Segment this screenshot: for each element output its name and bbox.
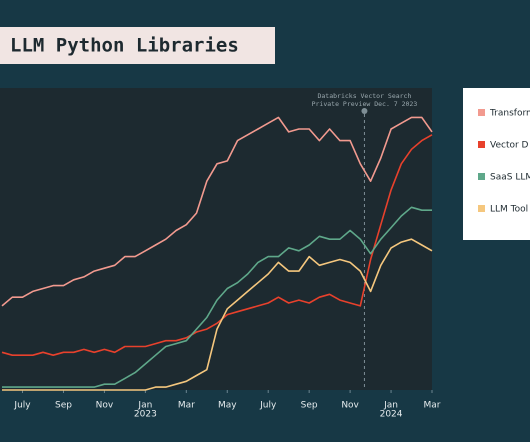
legend-swatch: [478, 173, 485, 180]
x-tick-label: July: [259, 401, 277, 411]
x-tick-label: May: [218, 401, 237, 411]
legend-swatch: [478, 109, 485, 116]
x-tick-label: July: [13, 401, 31, 411]
legend-swatch: [478, 141, 485, 148]
annotation-text: Databricks Vector Search: [317, 92, 411, 100]
x-year-label: 2023: [134, 410, 157, 420]
title-box: [0, 27, 275, 64]
legend: [463, 88, 530, 240]
series-line: [1, 134, 433, 356]
x-year-label: 2024: [380, 410, 403, 420]
x-tick-label: Nov: [96, 401, 114, 411]
legend-label: SaaS LLM: [490, 173, 530, 183]
series-line: [1, 116, 433, 307]
x-tick-label: Jan: [383, 401, 398, 411]
legend-label: LLM Tool: [490, 205, 528, 215]
series-line: [2, 238, 433, 391]
legend-swatch: [478, 205, 485, 212]
annotation-text: Private Preview Dec. 7 2023: [312, 100, 418, 108]
legend-label: Transform: [489, 109, 530, 119]
chart-title: LLM Python Libraries: [10, 35, 239, 57]
series-line: [2, 206, 432, 388]
x-tick-label: Jan: [137, 401, 152, 411]
x-tick-label: Sep: [55, 401, 72, 411]
x-tick-label: Mar: [424, 401, 441, 411]
plot-area: [0, 88, 432, 390]
annotation-dot: [361, 108, 368, 114]
x-tick-label: Sep: [301, 401, 318, 411]
legend-label: Vector D: [490, 141, 529, 151]
x-tick-label: Nov: [341, 401, 359, 411]
x-tick-label: Mar: [178, 401, 195, 411]
